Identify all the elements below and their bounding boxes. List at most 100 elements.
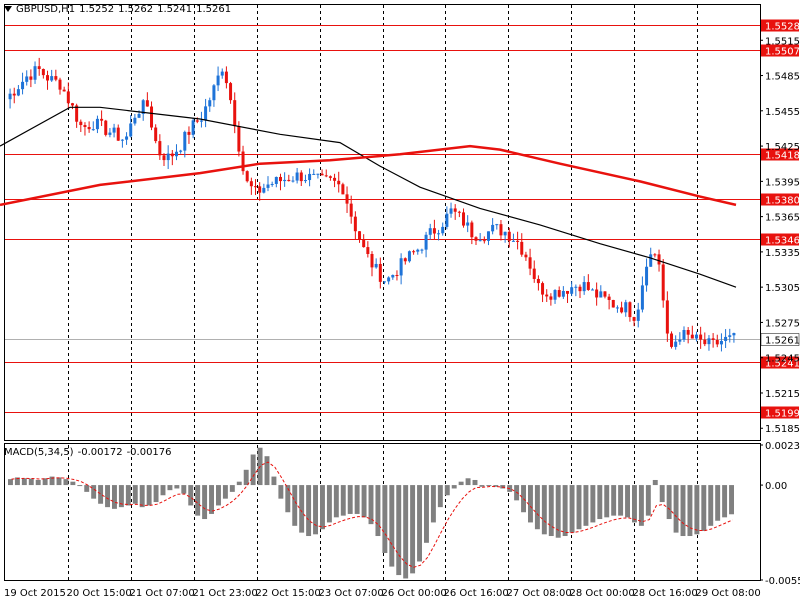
candle-body [137,113,141,118]
price-level-tag [761,406,799,419]
chevron-down-icon[interactable] [4,6,12,12]
candle-body [486,231,490,241]
candle-body [328,176,332,178]
candle-body [690,334,694,339]
macd-bar [49,476,55,486]
candle-body [150,106,154,128]
macd-bar [118,485,124,508]
candle-body [566,290,570,294]
candle-body [532,268,536,279]
candle-body [412,251,416,253]
macd-bar [465,478,471,486]
macd-signal-line [11,461,733,568]
candles [8,57,736,352]
candle-body [324,175,328,177]
candle-body [599,291,603,298]
candle-body [674,341,678,347]
candle-body [33,66,37,80]
macd-bar [687,485,693,537]
candle-body [75,105,79,122]
y-tick-label: 1.5455 [765,107,800,118]
macd-bar [375,485,381,537]
candle-body [50,76,54,81]
close-value: 1.5261 [196,4,232,15]
macd-bar [645,485,651,516]
candle-body [732,333,736,336]
macd-bar [8,479,13,486]
macd-bar [70,481,76,486]
candle-body [424,234,428,250]
candle-body [432,228,436,234]
price-level-tag [761,356,799,369]
candle-body [249,181,253,187]
macd-bar [306,485,312,537]
x-tick-label: 28 Oct 16:00 [633,588,698,599]
macd-bar [285,485,291,513]
price-level-tag [761,44,799,57]
macd-bar [105,485,110,508]
macd-bar [389,485,395,567]
macd-bar [403,485,409,579]
candle-body [312,173,316,175]
candle-body [349,203,353,217]
macd-bar [604,485,610,518]
macd-bar [396,485,402,576]
candle-body [607,296,611,300]
candle-body [653,254,657,256]
macd-bar [347,485,353,514]
x-tick-label: 22 Oct 15:00 [256,588,321,599]
candle-body [229,83,233,101]
fast-moving-average-line [0,106,737,288]
macd-bar [410,485,416,574]
candle-body [12,93,16,96]
candle-body [166,153,170,161]
candle-body [58,79,62,90]
candle-body [295,172,299,181]
macd-bar [264,456,270,486]
macd-bar [479,485,485,487]
candle-body [266,184,270,188]
candle-body [495,224,499,226]
candle-body [499,224,503,236]
y-tick-label: 1.5185 [765,424,800,435]
candle-body [665,300,669,334]
candle-body [303,180,307,182]
y-tick-label: 1.5365 [765,213,800,224]
macd-bar [701,485,707,531]
candle-body [516,240,520,242]
slow-moving-average-line [0,144,737,207]
macd-header: MACD(5,34,5) -0.00172 -0.00176 [4,447,176,458]
candle-body [16,89,20,96]
candle-body [407,251,411,262]
macd-bar [42,478,48,486]
candle-body [95,118,99,130]
macd-bar [125,485,131,506]
candle-body [524,254,528,258]
candle-body [91,129,95,131]
candle-body [208,100,212,107]
candle-body [224,71,228,84]
candle-body [628,302,632,318]
candle-body [116,127,120,141]
candle-body [353,216,357,232]
candle-body [358,231,362,240]
candle-body [678,339,682,342]
candle-body [636,309,640,321]
candle-body [54,76,58,80]
price-level-label: 1.5261 [765,336,800,347]
macd-bar [437,485,443,508]
candle-body [595,289,599,298]
candle-body [154,127,158,142]
y-tick-label: 1.5275 [765,318,800,329]
candle-body [728,335,732,337]
candle-body [291,180,295,182]
macd-bar [576,485,582,530]
macd-bar [555,485,561,538]
macd-bar [597,485,603,520]
candle-body [245,171,249,182]
candle-body [428,228,432,235]
candle-body [545,294,549,297]
candle-body [37,66,41,69]
macd-bar [382,485,388,553]
